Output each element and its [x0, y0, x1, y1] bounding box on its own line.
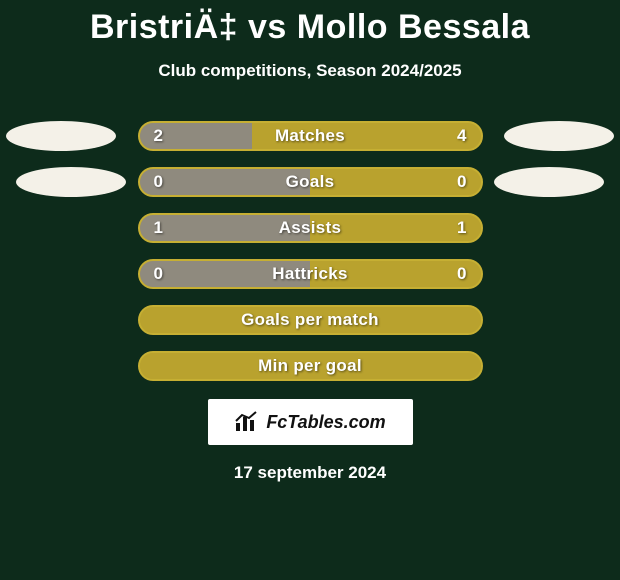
stat-value-right: 0: [457, 169, 466, 195]
stat-label: Assists: [140, 215, 481, 241]
stat-bars: 2 Matches 4 0 Goals 0 1 Assists 1 0 Hatt…: [0, 121, 620, 381]
stat-value-right: 1: [457, 215, 466, 241]
player-left-oval-1: [6, 121, 116, 151]
stat-label: Min per goal: [140, 353, 481, 379]
stat-row-min-per-goal: Min per goal: [138, 351, 483, 381]
logo-text: FcTables.com: [266, 412, 385, 433]
comparison-card: BristriÄ‡ vs Mollo Bessala Club competit…: [0, 0, 620, 580]
subtitle: Club competitions, Season 2024/2025: [0, 61, 620, 81]
player-right-oval-1: [504, 121, 614, 151]
stat-value-right: 0: [457, 261, 466, 287]
stat-label: Hattricks: [140, 261, 481, 287]
stat-row-matches: 2 Matches 4: [138, 121, 483, 151]
stat-label: Goals: [140, 169, 481, 195]
player-left-oval-2: [16, 167, 126, 197]
stat-value-right: 4: [457, 123, 466, 149]
stat-label: Goals per match: [140, 307, 481, 333]
stat-row-hattricks: 0 Hattricks 0: [138, 259, 483, 289]
fctables-logo[interactable]: FcTables.com: [208, 399, 413, 445]
date-label: 17 september 2024: [0, 463, 620, 483]
stat-row-goals-per-match: Goals per match: [138, 305, 483, 335]
player-right-oval-2: [494, 167, 604, 197]
bar-chart-icon: [234, 411, 260, 433]
stat-label: Matches: [140, 123, 481, 149]
stat-row-goals: 0 Goals 0: [138, 167, 483, 197]
stat-row-assists: 1 Assists 1: [138, 213, 483, 243]
page-title: BristriÄ‡ vs Mollo Bessala: [0, 8, 620, 47]
